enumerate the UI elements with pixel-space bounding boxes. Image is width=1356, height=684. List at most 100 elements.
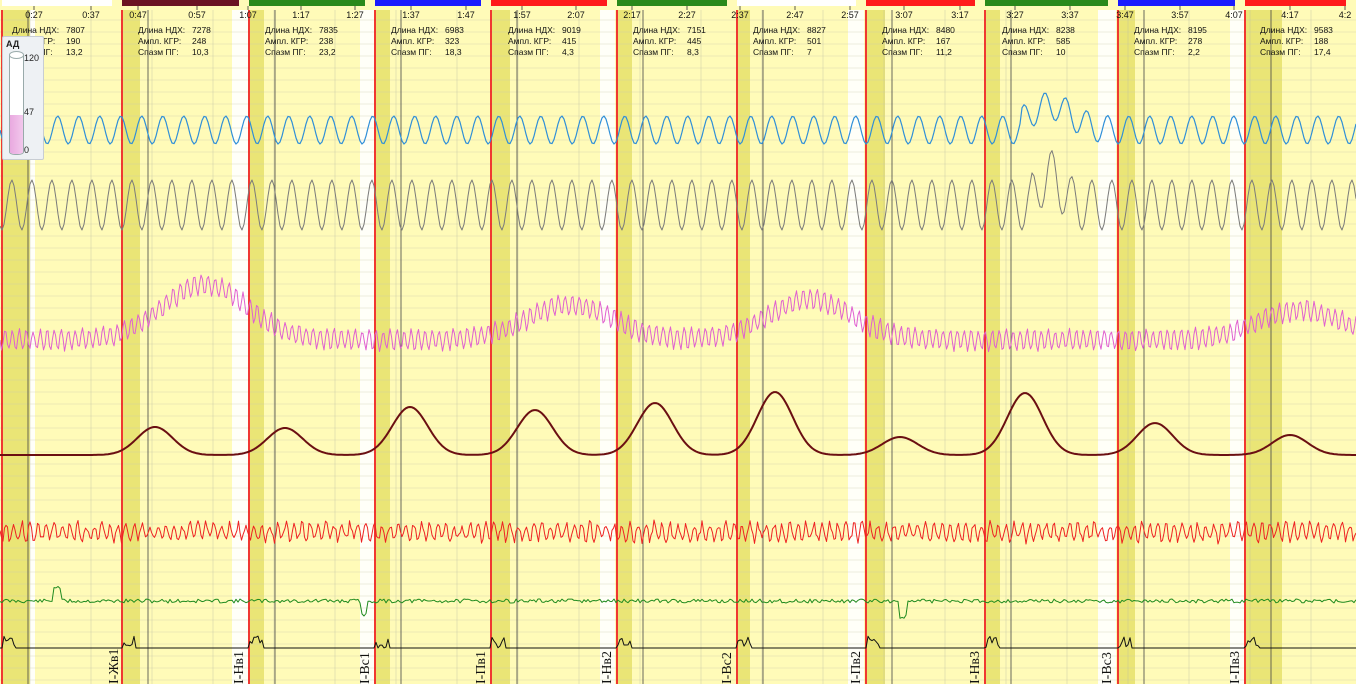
- stat-value: 190: [66, 36, 80, 46]
- stat-value: 10: [1056, 47, 1066, 57]
- question-zone: [1119, 10, 1135, 684]
- stat-label: Ампл. КГР:: [1002, 36, 1045, 46]
- stat-label: Спазм ПГ:: [633, 47, 674, 57]
- time-tick-label: 2:47: [786, 10, 804, 20]
- segment-color-bar: [2, 0, 112, 6]
- question-marker-label: I-Жв1: [107, 649, 122, 684]
- time-tick-label: 3:47: [1116, 10, 1134, 20]
- question-marker-label: I-Вс3: [1100, 652, 1115, 684]
- question-marker-label: I-Нв3: [968, 651, 983, 684]
- stat-label: Ампл. КГР:: [753, 36, 796, 46]
- stat-label: Длина НДХ:: [633, 25, 680, 35]
- segment-color-bar: [737, 0, 856, 6]
- time-tick-label: 3:57: [1171, 10, 1189, 20]
- stat-value: 323: [445, 36, 459, 46]
- time-tick-label: 3:27: [1006, 10, 1024, 20]
- time-tick-label: 2:07: [567, 10, 585, 20]
- time-tick-label: 2:37: [731, 10, 749, 20]
- stat-value: 167: [936, 36, 950, 46]
- stat-value: 445: [687, 36, 701, 46]
- question-zone: [867, 10, 885, 684]
- stat-value: 13,2: [66, 47, 83, 57]
- trace-plethysmogram: [0, 274, 1356, 353]
- segment-color-bar: [1118, 0, 1235, 6]
- time-tick-label: 1:47: [457, 10, 475, 20]
- stat-label: Ампл. КГР:: [882, 36, 925, 46]
- question-marker-label: I-Вс1: [358, 652, 373, 684]
- stat-value: 9019: [562, 25, 581, 35]
- stat-value: 9583: [1314, 25, 1333, 35]
- stat-value: 23,2: [319, 47, 336, 57]
- stat-label: Ампл. КГР:: [508, 36, 551, 46]
- segment-color-bar: [491, 0, 607, 6]
- stat-value: 6983: [445, 25, 464, 35]
- stat-label: Длина НДХ:: [12, 25, 59, 35]
- stat-value: 8827: [807, 25, 826, 35]
- time-tick-label: 1:57: [513, 10, 531, 20]
- stat-value: 8,3: [687, 47, 699, 57]
- gap-zone: [1098, 10, 1116, 684]
- stat-label: Спазм ПГ:: [265, 47, 306, 57]
- stat-label: Спазм ПГ:: [1260, 47, 1301, 57]
- time-tick-label: 3:17: [951, 10, 969, 20]
- time-tick-label: 0:37: [82, 10, 100, 20]
- segment-color-bar: [375, 0, 481, 6]
- time-tick-label: 0:27: [25, 10, 43, 20]
- stat-value: 585: [1056, 36, 1070, 46]
- stat-label: Спазм ПГ:: [391, 47, 432, 57]
- time-tick-label: 0:47: [129, 10, 147, 20]
- stat-label: Ампл. КГР:: [391, 36, 434, 46]
- stat-value: 10,3: [192, 47, 209, 57]
- ad-bar: [9, 53, 24, 155]
- question-marker-label: I-Пв1: [474, 651, 489, 684]
- stat-value: 278: [1188, 36, 1202, 46]
- stat-value: 248: [192, 36, 206, 46]
- ad-min-label: 0: [24, 145, 30, 155]
- segment-color-bar: [866, 0, 975, 6]
- trace-movement: [0, 586, 1356, 619]
- stat-label: Ампл. КГР:: [633, 36, 676, 46]
- segment-color-bar: [617, 0, 727, 6]
- segment-color-bar: [1245, 0, 1346, 6]
- stat-value: 238: [319, 36, 333, 46]
- stat-label: Ампл. КГР:: [138, 36, 181, 46]
- stat-value: 501: [807, 36, 821, 46]
- trace-pulse: [0, 519, 1356, 545]
- question-marker-label: I-Пв3: [1228, 651, 1243, 684]
- trace-tremor: [0, 635, 1356, 649]
- question-zone: [123, 10, 140, 684]
- stat-label: Спазм ПГ:: [882, 47, 923, 57]
- stat-label: Длина НДХ:: [138, 25, 185, 35]
- stat-value: 8238: [1056, 25, 1075, 35]
- stat-label: Ампл. КГР:: [265, 36, 308, 46]
- segment-color-bar: [985, 0, 1108, 6]
- gap-zone: [848, 10, 864, 684]
- trace-respiration-lower: [0, 150, 1356, 231]
- question-marker-label: I-Вс2: [720, 652, 735, 684]
- stat-label: Длина НДХ:: [753, 25, 800, 35]
- stat-label: Спазм ПГ:: [753, 47, 794, 57]
- time-tick-label: 2:27: [678, 10, 696, 20]
- gap-zone: [360, 10, 374, 684]
- time-tick-label: 1:17: [292, 10, 310, 20]
- gap-zone: [30, 10, 35, 684]
- question-zone: [618, 10, 632, 684]
- question-zone: [1246, 10, 1282, 684]
- trace-respiration-upper: [0, 92, 1356, 145]
- stat-value: 7278: [192, 25, 211, 35]
- time-tick-label: 2:57: [841, 10, 859, 20]
- stat-value: 8480: [936, 25, 955, 35]
- time-tick-label: 3:37: [1061, 10, 1079, 20]
- trace-skin-conductance: [0, 391, 1356, 456]
- question-zone: [250, 10, 264, 684]
- stat-value: 7835: [319, 25, 338, 35]
- time-tick-label: 4:2: [1339, 10, 1352, 20]
- stat-label: Длина НДХ:: [1134, 25, 1181, 35]
- stat-label: Спазм ПГ:: [1134, 47, 1175, 57]
- stat-label: Ампл. КГР:: [1134, 36, 1177, 46]
- stat-value: 2,2: [1188, 47, 1200, 57]
- question-markers: I-Жв1 I-Нв1 I-Вс1 I-Пв1 I-Нв2 I-Вс2 I-Пв2 I-Нв3…: [107, 649, 1243, 684]
